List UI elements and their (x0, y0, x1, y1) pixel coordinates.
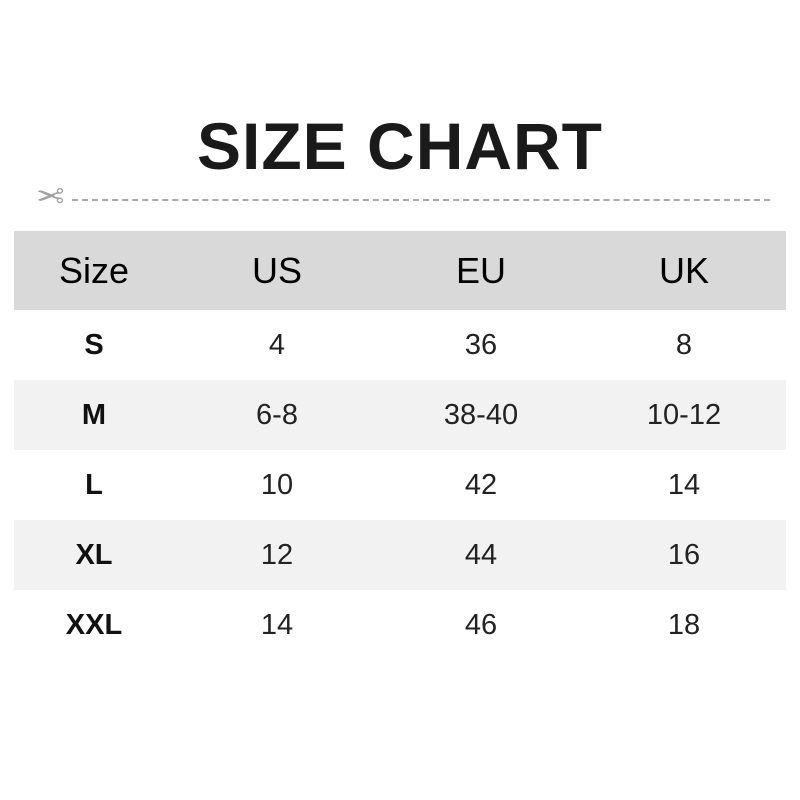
header-size: Size (58, 249, 130, 291)
cell-eu: 38-40 (443, 398, 519, 431)
size-chart-table: Size US EU UK S 4 36 8 M 6-8 38-40 10-12 L 10 42 14… (14, 231, 786, 660)
header-eu: EU (455, 249, 506, 291)
cell-size: L (85, 468, 103, 501)
cell-size: XL (75, 538, 113, 571)
cell-us: 6-8 (256, 398, 298, 431)
table-row: M 6-8 38-40 10-12 (14, 380, 786, 450)
table-row: S 4 36 8 (14, 310, 786, 380)
dashed-line (72, 199, 770, 201)
cell-eu: 36 (464, 328, 498, 361)
cell-us: 10 (260, 468, 294, 501)
header-us: US (251, 249, 302, 291)
table-row: XL 12 44 16 (14, 520, 786, 590)
cell-uk: 18 (667, 608, 701, 641)
cell-uk: 10-12 (646, 398, 722, 431)
table-row: L 10 42 14 (14, 450, 786, 520)
cell-uk: 8 (675, 328, 693, 361)
page-title: SIZE CHART (197, 109, 603, 183)
cut-line-divider: ✂ (36, 178, 770, 216)
cell-uk: 16 (667, 538, 701, 571)
header-row: Size US EU UK (14, 231, 786, 310)
cell-size: XXL (65, 608, 123, 641)
cell-size: M (81, 398, 107, 431)
cell-us: 12 (260, 538, 294, 571)
cell-us: 4 (268, 328, 286, 361)
cell-size: S (84, 328, 104, 361)
cell-us: 14 (260, 608, 294, 641)
cell-eu: 42 (464, 468, 498, 501)
cell-eu: 44 (464, 538, 498, 571)
header-uk: UK (658, 249, 709, 291)
cell-eu: 46 (464, 608, 498, 641)
table-row: XXL 14 46 18 (14, 590, 786, 660)
cell-uk: 14 (667, 468, 701, 501)
scissors-icon: ✂ (36, 178, 65, 216)
